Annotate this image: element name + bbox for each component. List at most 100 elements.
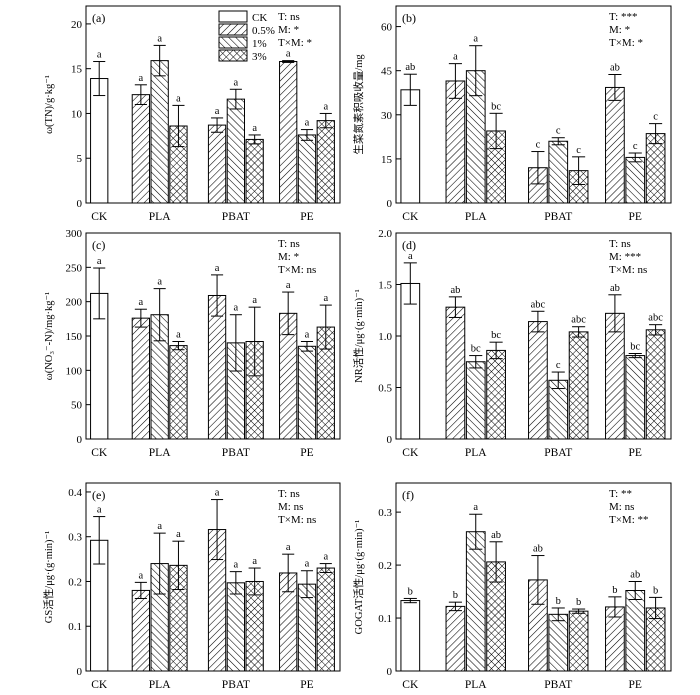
category-label: PLA (149, 211, 171, 223)
y-tick-label: 0 (77, 198, 83, 210)
y-tick-label: 0 (387, 198, 393, 210)
stat-text: T: ns (278, 11, 300, 23)
category-label: PBAT (544, 679, 572, 691)
significance-label: ab (491, 530, 501, 541)
y-tick-label: 45 (381, 66, 393, 78)
category-label: PLA (465, 679, 487, 691)
bar-PE-1% (297, 345, 317, 440)
stat-text: T×M: ** (609, 514, 649, 526)
bar-PLA-1% (150, 60, 169, 204)
significance-label: b (653, 585, 658, 596)
significance-label: a (157, 33, 162, 44)
y-tick-label: 0.5 (378, 383, 392, 395)
y-tick-label: 0 (77, 434, 83, 446)
bar-PBAT-3% (245, 138, 264, 204)
bar-CK-CK (400, 89, 421, 204)
significance-label: a (323, 293, 328, 304)
bar-PE-3% (645, 329, 666, 440)
significance-label: a (473, 502, 478, 513)
significance-label: a (97, 256, 102, 267)
y-axis-label: ω(TN)/g·kg⁻¹ (44, 75, 55, 134)
significance-label: a (139, 570, 144, 581)
category-label: PE (300, 447, 313, 459)
bar-PLA-3% (486, 349, 506, 440)
significance-label: a (176, 93, 181, 104)
y-tick-label: 15 (381, 154, 393, 166)
legend-swatch-cross (218, 49, 248, 62)
y-tick-label: 1.0 (378, 331, 392, 343)
stat-text: T×M: ns (278, 514, 316, 526)
stat-text: T: ** (609, 488, 632, 500)
category-label: PBAT (544, 211, 572, 223)
significance-label: a (234, 303, 239, 314)
legend-label: 3% (252, 51, 267, 63)
panel-label: (b) (402, 11, 416, 25)
significance-label: a (139, 297, 144, 308)
y-tick-label: 300 (66, 228, 83, 240)
y-tick-label: 10 (71, 108, 83, 120)
significance-label: a (176, 529, 181, 540)
category-label: PBAT (222, 211, 250, 223)
bar-PE-1% (625, 156, 646, 204)
significance-label: c (556, 360, 561, 371)
y-tick-label: 60 (381, 22, 393, 34)
bar-PE-1% (297, 134, 317, 204)
significance-label: b (408, 586, 413, 597)
bar-PE-1% (625, 355, 646, 440)
y-tick-label: 250 (66, 262, 83, 274)
category-label: PLA (149, 679, 171, 691)
significance-label: abc (571, 315, 586, 326)
stat-text: M: ns (278, 501, 303, 513)
legend-swatch-diag-left (218, 36, 248, 49)
bar-PE-0.5% (605, 86, 625, 204)
significance-label: a (215, 263, 220, 274)
stat-text: T×M: ns (609, 264, 647, 276)
y-axis-label: GS活性/μg·(g·min)⁻¹ (42, 531, 55, 623)
significance-label: b (576, 597, 581, 608)
significance-label: bc (491, 101, 501, 112)
stat-text: M: ns (609, 501, 634, 513)
significance-label: ab (450, 285, 460, 296)
category-label: PE (300, 211, 313, 223)
bar-PLA-0.5% (131, 317, 151, 440)
significance-label: a (252, 123, 257, 134)
category-label: PLA (465, 211, 487, 223)
y-tick-label: 0 (387, 434, 393, 446)
stat-text: T: *** (609, 11, 637, 23)
bar-PLA-0.5% (445, 605, 466, 672)
y-tick-label: 2.0 (378, 228, 392, 240)
bar-PLA-0.5% (131, 94, 151, 204)
significance-label: a (305, 329, 310, 340)
stat-text: M: *** (609, 251, 641, 263)
stat-text: M: * (609, 24, 630, 36)
bar-PBAT-3% (568, 610, 589, 672)
bar-CK-CK (400, 282, 421, 440)
significance-label: b (556, 596, 561, 607)
y-tick-label: 0.2 (68, 576, 82, 588)
bar-PLA-3% (169, 345, 188, 440)
significance-label: a (286, 49, 291, 60)
category-label: PE (300, 679, 313, 691)
significance-label: a (176, 329, 181, 340)
stat-text: T: ns (609, 238, 631, 250)
significance-label: a (408, 251, 413, 262)
stat-text: M: * (278, 251, 299, 263)
significance-label: ab (533, 544, 543, 555)
significance-label: a (286, 280, 291, 291)
bar-PBAT-1% (548, 613, 569, 672)
significance-label: b (612, 585, 617, 596)
significance-label: a (252, 556, 257, 567)
panel-b: 0 15 30 45 60 生菜氮素积吸收量/mg (b) T: ***M: *T×M: * C… (352, 5, 672, 223)
significance-label: ab (610, 283, 620, 294)
significance-label: a (215, 106, 220, 117)
significance-label: a (473, 34, 478, 45)
significance-label: a (323, 552, 328, 563)
bar-PLA-0.5% (445, 306, 466, 440)
legend-label: CK (252, 12, 267, 24)
panel-c: 0 50 100 150 200 250 300 ω(NO₃⁻-N)/mg·kg⁻¹ (c) T:… (44, 228, 341, 459)
bar-PBAT-1% (548, 379, 569, 440)
bar-PE-3% (316, 120, 335, 204)
significance-label: a (234, 77, 239, 88)
significance-label: a (252, 295, 257, 306)
significance-label: a (286, 542, 291, 553)
